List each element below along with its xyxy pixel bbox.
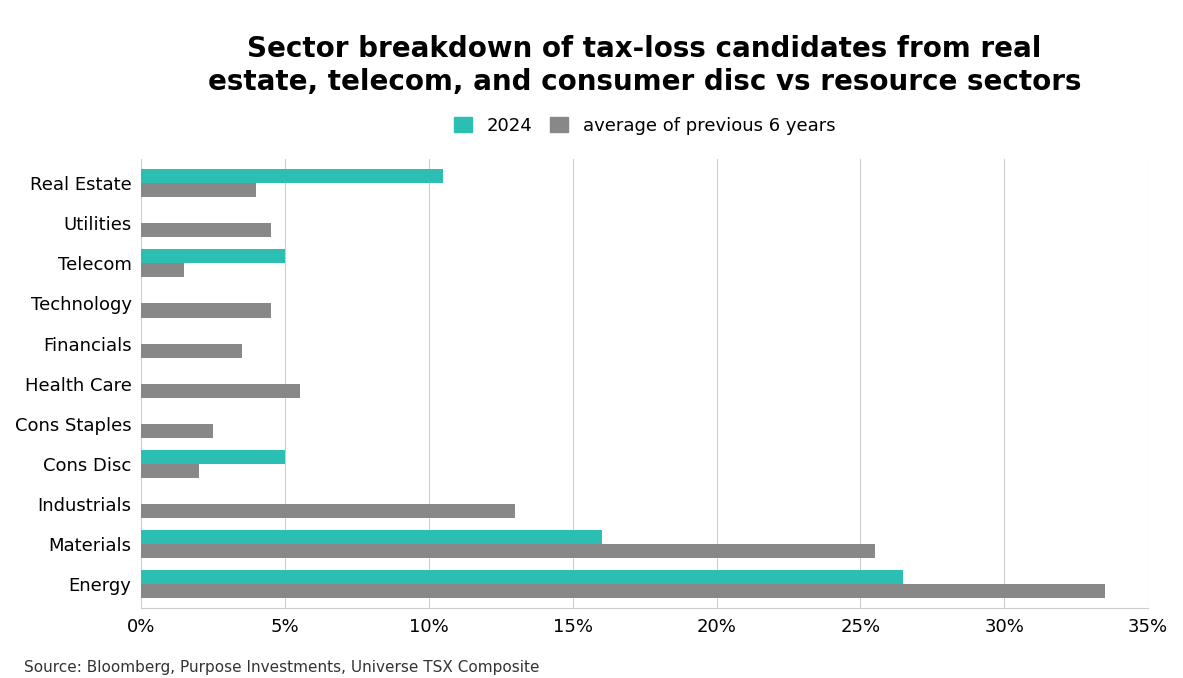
- Bar: [141, 183, 257, 197]
- Bar: [141, 544, 874, 558]
- Bar: [141, 223, 271, 237]
- Bar: [141, 384, 299, 398]
- Text: Source: Bloomberg, Purpose Investments, Universe TSX Composite: Source: Bloomberg, Purpose Investments, …: [24, 660, 539, 675]
- Bar: [141, 424, 213, 438]
- Legend: 2024, average of previous 6 years: 2024, average of previous 6 years: [454, 117, 835, 134]
- Bar: [141, 464, 199, 478]
- Bar: [141, 584, 1105, 598]
- Bar: [141, 570, 904, 584]
- Bar: [141, 504, 516, 518]
- Title: Sector breakdown of tax-loss candidates from real
estate, telecom, and consumer : Sector breakdown of tax-loss candidates …: [208, 35, 1081, 96]
- Bar: [141, 264, 185, 277]
- Bar: [141, 530, 601, 544]
- Bar: [141, 344, 243, 357]
- Bar: [141, 250, 285, 264]
- Bar: [141, 450, 285, 464]
- Bar: [141, 304, 271, 317]
- Bar: [141, 170, 444, 183]
